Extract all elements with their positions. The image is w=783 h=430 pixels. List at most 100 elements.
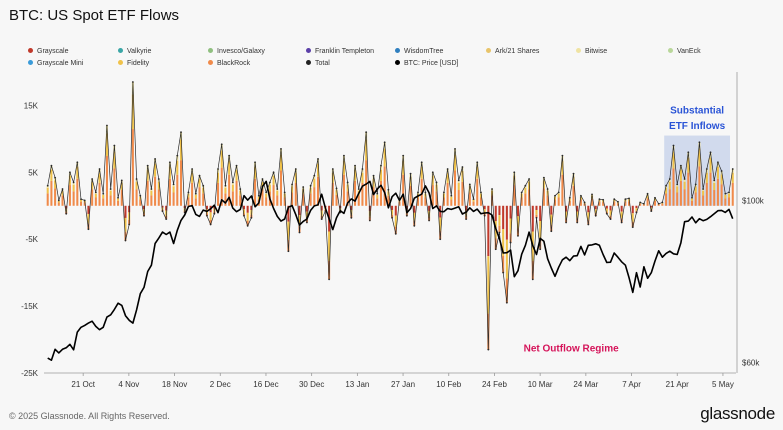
total-flow-point (724, 192, 727, 195)
flow-bar (354, 180, 357, 206)
total-flow-point (583, 201, 586, 204)
legend-label: Franklin Templeton (315, 48, 375, 55)
flow-bar (361, 182, 364, 206)
flow-bar (320, 210, 323, 216)
flow-bar (424, 197, 427, 206)
legend-item[interactable]: BTC: Price [USD] (395, 60, 458, 67)
legend-label: Total (315, 60, 330, 67)
flow-bar (502, 229, 505, 256)
flow-bar (72, 191, 75, 206)
legend-item[interactable]: Total (306, 60, 330, 67)
flow-bar (328, 231, 331, 261)
legend-item[interactable]: BlackRock (208, 60, 250, 67)
total-flow-point (120, 179, 123, 182)
flow-bar (191, 172, 194, 183)
flow-bar (172, 184, 175, 187)
total-flow-point (617, 200, 619, 203)
flow-bar (157, 189, 160, 206)
flow-bar (705, 172, 708, 183)
flow-bar (631, 205, 634, 214)
total-flow-point (154, 158, 156, 160)
flow-bar (572, 176, 575, 186)
total-flow-point (546, 188, 549, 190)
flow-bar (68, 175, 71, 186)
flow-bar (539, 205, 542, 221)
flow-bar (368, 205, 371, 211)
flow-bar (342, 160, 345, 175)
x-tick-label: 10 Mar (528, 380, 553, 389)
flow-bar (46, 193, 49, 206)
flow-bar (176, 174, 179, 206)
flow-bar (272, 175, 275, 186)
flow-bar (513, 185, 516, 206)
flow-bar (46, 187, 49, 194)
legend-item[interactable]: Franklin Templeton (306, 48, 374, 55)
total-flow-point (109, 188, 112, 190)
total-flow-point (202, 184, 205, 187)
flow-bar (550, 214, 553, 225)
total-flow-point (613, 198, 616, 200)
legend-item[interactable]: Ark/21 Shares (486, 48, 539, 55)
flow-bar (157, 181, 160, 190)
flow-bar (435, 184, 438, 192)
legend-item[interactable]: Invesco/Galaxy (208, 48, 265, 55)
flow-bar (731, 182, 734, 206)
legend-item[interactable]: Bitwise (576, 48, 607, 55)
flow-bar (635, 208, 638, 211)
flow-bar (457, 190, 460, 206)
total-flow-point (665, 184, 667, 187)
legend-swatch (306, 48, 311, 53)
legend-item[interactable]: Grayscale Mini (28, 60, 83, 67)
total-flow-point (331, 168, 334, 170)
flow-bar (246, 205, 249, 213)
flow-bar (224, 193, 227, 206)
total-flow-point (450, 194, 453, 197)
flow-bar (309, 187, 312, 194)
chart-title: BTC: US Spot ETF Flows (9, 7, 180, 24)
flow-bar (502, 255, 505, 273)
total-flow-point (620, 221, 623, 224)
flow-bar (705, 182, 708, 206)
total-flow-point (124, 239, 127, 242)
y-left-tick-label: -15K (21, 302, 39, 311)
total-flow-point (520, 191, 523, 194)
y-right-tick-label: $60k (742, 358, 760, 367)
flow-bar (531, 205, 534, 232)
legend-item[interactable]: Grayscale (28, 48, 69, 55)
total-flow-point (676, 183, 679, 186)
flow-bar (272, 172, 275, 176)
flow-bar (513, 175, 516, 186)
flow-bar (205, 205, 208, 210)
flow-bar (150, 195, 153, 206)
flow-bar (150, 190, 153, 196)
flow-bar (668, 181, 671, 190)
legend-item[interactable]: WisdomTree (395, 48, 443, 55)
flow-bar (83, 202, 86, 206)
flow-bar (302, 188, 305, 195)
flow-bar (591, 198, 594, 206)
x-tick-label: 30 Dec (299, 380, 324, 389)
flow-bar (161, 205, 164, 208)
flow-bar (550, 205, 553, 215)
flow-bar (72, 182, 75, 185)
total-flow-point (494, 248, 497, 251)
flow-bar (383, 148, 386, 167)
total-flow-point (65, 212, 68, 215)
flow-bar (72, 184, 75, 192)
flow-bar (594, 205, 597, 210)
x-tick-label: 13 Jan (345, 380, 369, 389)
legend-item[interactable]: Fidelity (118, 60, 149, 67)
total-flow-point (294, 168, 297, 170)
legend-swatch (395, 60, 400, 65)
flow-bar (120, 190, 123, 206)
flow-bar (124, 217, 127, 232)
total-flow-point (261, 178, 264, 180)
legend-swatch (486, 48, 491, 53)
legend-item[interactable]: VanEck (668, 48, 701, 55)
legend-item[interactable]: Valkyrie (118, 48, 151, 55)
flow-bar (535, 214, 538, 218)
flow-bar (435, 191, 438, 206)
flow-bar (687, 157, 690, 173)
flow-bar (54, 188, 57, 206)
total-flow-point (350, 216, 353, 219)
